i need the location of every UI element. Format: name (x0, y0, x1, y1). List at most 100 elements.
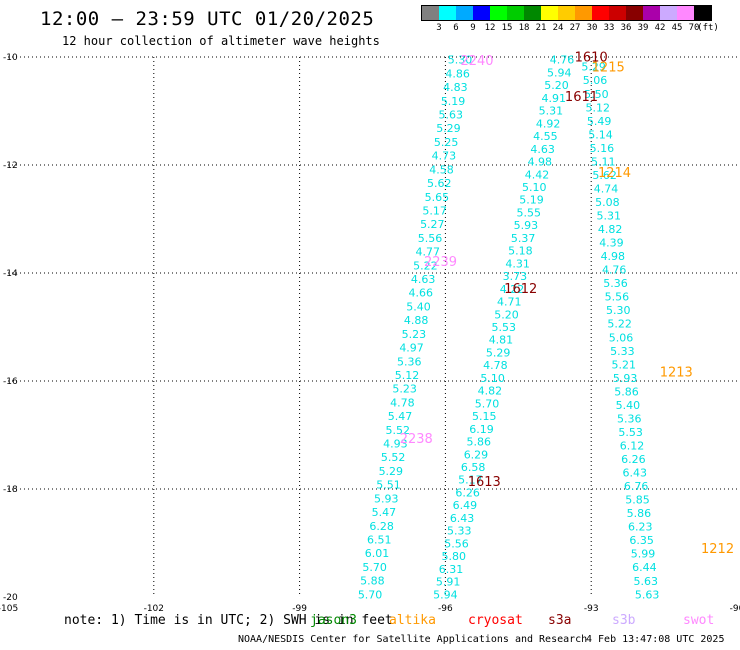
wave-height-point: 5.52 (385, 424, 410, 437)
wave-height-point: 5.19 (519, 194, 544, 207)
wave-height-point: 5.62 (427, 177, 452, 190)
wave-height-point: 5.12 (395, 369, 420, 382)
x-tick-label: -96 (438, 604, 453, 614)
colorbar-swatch (507, 6, 524, 20)
wave-height-point: 4.91 (541, 92, 566, 105)
wave-height-point: 5.17 (458, 474, 483, 487)
wave-height-point: 6.58 (461, 461, 486, 474)
wave-height-point: 3.73 (503, 270, 528, 283)
time-annotation: 1612 (504, 282, 537, 297)
colorbar-legend: 3 6 9 12 15 18 21 24 27 30 33 36 39 42 45 70 (ft) (421, 5, 719, 33)
colorbar-swatch (473, 6, 490, 20)
wave-height-point: 4.31 (505, 257, 530, 270)
wave-height-point: 5.99 (631, 548, 656, 561)
time-annotation: 1213 (660, 365, 693, 380)
wave-height-point: 5.20 (494, 308, 519, 321)
colorbar-tick-label: 33 (603, 23, 615, 33)
page-subtitle: 12 hour collection of altimeter wave hei… (62, 34, 380, 48)
wave-height-point: 5.70 (362, 561, 387, 574)
wave-height-point: 5.29 (581, 61, 606, 74)
colorbar-tick-label: 27 (569, 23, 581, 33)
time-annotation: 2238 (400, 432, 433, 447)
satellite-legend-s3a: s3a (548, 613, 572, 628)
wave-height-point: 4.97 (399, 342, 424, 355)
colorbar-tick-label: 18 (518, 23, 530, 33)
wave-height-point: 4.92 (536, 117, 561, 130)
wave-height-point: 5.80 (441, 550, 466, 563)
wave-height-point: 5.55 (516, 206, 541, 219)
wave-height-point: 5.23 (402, 328, 427, 341)
wave-height-point: 4.73 (432, 150, 457, 163)
wave-height-point: 4.42 (525, 168, 550, 181)
colorbar-tick-label: 3 (436, 23, 442, 33)
wave-height-point: 4.58 (429, 163, 454, 176)
time-annotation: 1610 (575, 50, 608, 65)
wave-height-point: 6.12 (620, 439, 645, 452)
wave-height-point: 5.51 (376, 479, 401, 492)
footer-credit: NOAA/NESDIS Center for Satellite Applica… (238, 634, 588, 645)
colorbar-tick-label: 15 (501, 23, 513, 33)
colorbar-swatch (660, 6, 677, 20)
page-title: 12:00 – 23:59 UTC 01/20/2025 (40, 8, 375, 30)
colorbar-swatch (439, 6, 456, 20)
wave-height-point: 5.53 (618, 426, 643, 439)
colorbar-swatch (592, 6, 609, 20)
wave-height-point: 5.63 (439, 109, 464, 122)
wave-height-point: 5.85 (625, 494, 650, 507)
wave-height-point: 5.91 (436, 576, 461, 589)
wave-height-point: 5.36 (617, 412, 642, 425)
time-annotation: 1611 (565, 90, 598, 105)
colorbar-swatch (609, 6, 626, 20)
wave-height-point: 5.12 (585, 101, 610, 114)
wave-height-point: 6.01 (365, 547, 390, 560)
wave-height-point: 5.50 (584, 88, 609, 101)
colorbar-unit: (ft) (697, 23, 719, 33)
wave-height-point: 5.29 (436, 122, 461, 135)
wave-height-point: 5.10 (480, 372, 505, 385)
wave-height-point: 5.18 (508, 245, 533, 258)
colorbar-swatch (541, 6, 558, 20)
wave-height-point: 5.56 (605, 291, 630, 304)
colorbar-tick-label: 30 (586, 23, 598, 33)
colorbar-swatch (694, 6, 711, 20)
wave-height-point: 4.66 (409, 287, 434, 300)
satellite-legend-altika: altika (389, 613, 436, 628)
wave-height-point: 4.82 (598, 223, 623, 236)
wave-height-point: 5.86 (614, 385, 639, 398)
wave-height-point: 4.76 (602, 264, 627, 277)
wave-height-point: 5.06 (583, 74, 608, 87)
wave-height-point: 5.36 (603, 277, 628, 290)
colorbar-swatches (421, 5, 712, 21)
wave-height-point: 5.23 (392, 383, 417, 396)
colorbar-swatch (456, 6, 473, 20)
wave-height-point: 5.31 (539, 105, 564, 118)
wave-height-point: 6.43 (450, 512, 475, 525)
wave-height-point: 5.33 (447, 525, 472, 538)
wave-height-point: 5.47 (388, 410, 413, 423)
wave-height-point: 4.98 (601, 250, 626, 263)
wave-height-point: 6.76 (624, 480, 649, 493)
footer-timestamp: 4 Feb 13:47:08 UTC 2025 (586, 634, 725, 645)
y-tick-label: -14 (3, 269, 18, 279)
wave-height-point: 5.08 (595, 196, 620, 209)
wave-height-point: 4.88 (404, 314, 429, 327)
colorbar-swatch (422, 6, 439, 20)
footer-note: note: 1) Time is in UTC; 2) SWH is in fe… (64, 613, 393, 628)
wave-height-point: 5.20 (544, 79, 569, 92)
y-tick-label: -20 (3, 593, 18, 603)
wave-height-point: 4.93 (383, 438, 408, 451)
wave-height-point: 5.22 (413, 259, 438, 272)
x-tick-label: -93 (584, 604, 599, 614)
time-annotation: 1212 (701, 542, 734, 557)
wave-height-point: 6.26 (455, 486, 480, 499)
wave-height-point: 5.37 (511, 232, 536, 245)
satellite-legend-s3b: s3b (612, 613, 636, 628)
wave-height-point: 4.81 (489, 334, 514, 347)
wave-height-point: 5.88 (360, 575, 385, 588)
y-tick-label: -12 (3, 161, 18, 171)
wave-height-point: 5.65 (425, 191, 450, 204)
wave-height-point: 4.83 (443, 81, 468, 94)
wave-height-point: 5.93 (514, 219, 539, 232)
wave-height-point: 4.74 (594, 182, 619, 195)
